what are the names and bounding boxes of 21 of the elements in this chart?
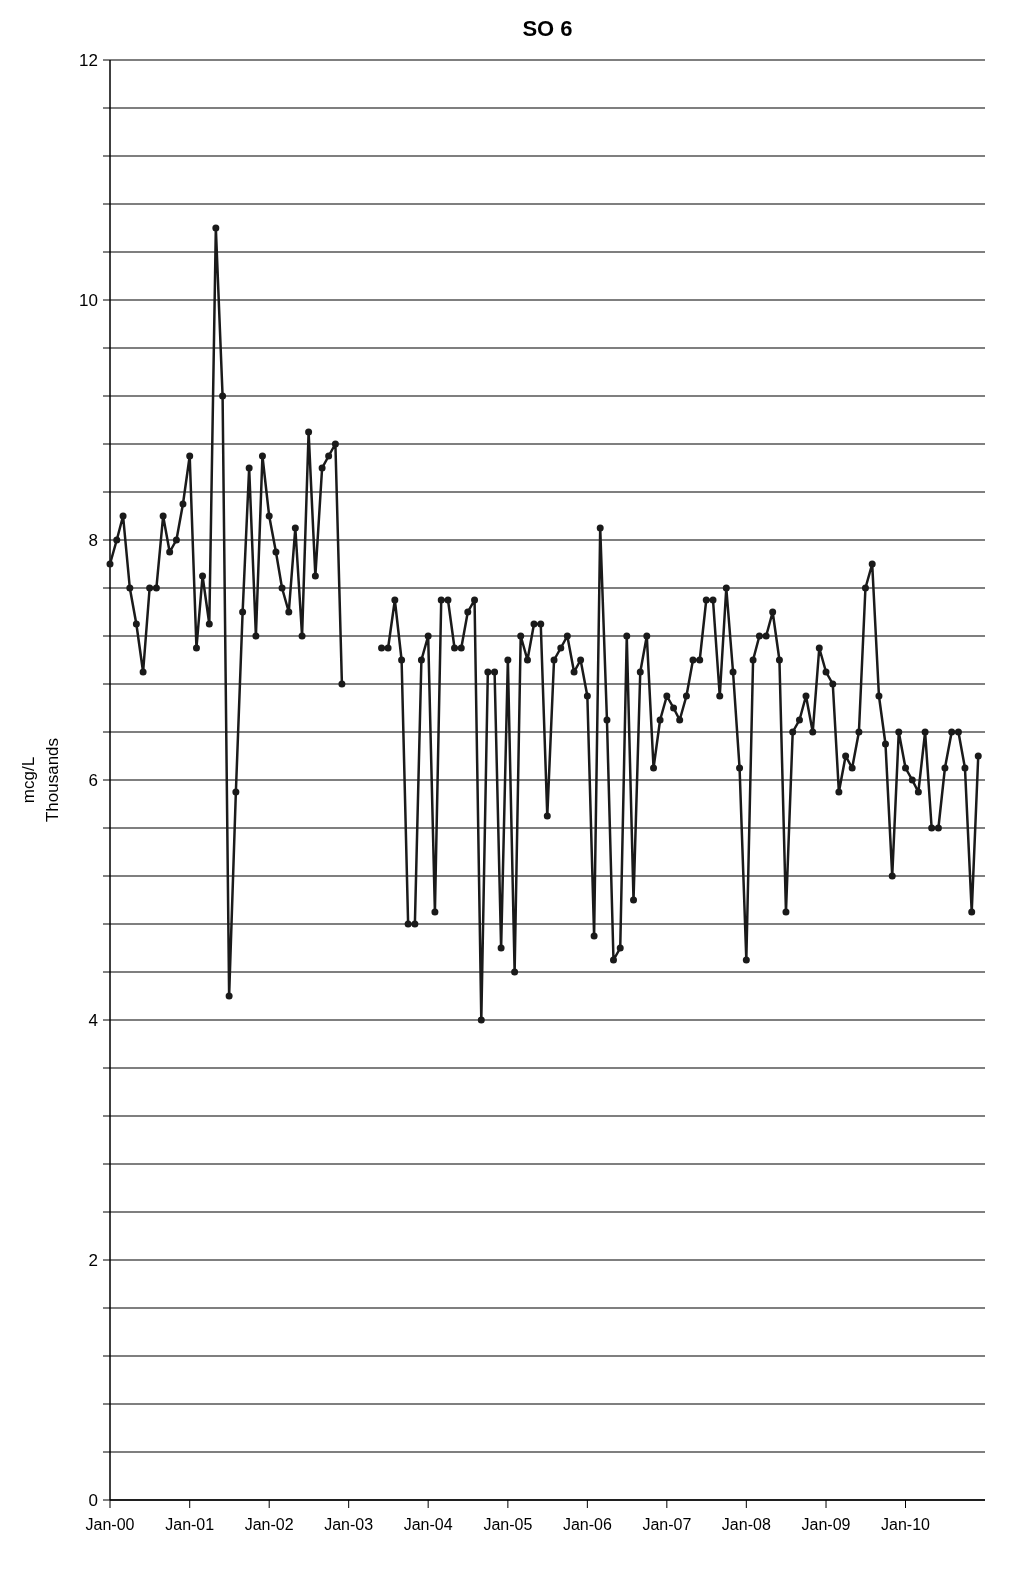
x-tick-label: Jan-00 [85, 1515, 135, 1533]
y-tick-label: 0 [88, 1490, 98, 1510]
y-axis-title: mcg/L [18, 756, 38, 804]
y-tick-label: 8 [88, 530, 98, 550]
chart-title: SO 6 [522, 16, 573, 41]
x-tick-label: Jan-10 [881, 1515, 931, 1533]
x-tick-label: Jan-06 [562, 1515, 612, 1533]
x-tick-label: Jan-03 [324, 1515, 374, 1533]
y-tick-label: 6 [88, 770, 98, 790]
x-tick-label: Jan-02 [244, 1515, 294, 1533]
y-tick-label: 12 [79, 50, 98, 70]
x-tick-label: Jan-07 [642, 1515, 692, 1533]
x-tick-label: Jan-09 [801, 1515, 851, 1533]
y-tick-label: 2 [88, 1250, 98, 1270]
text: Thousands [42, 737, 62, 823]
x-tick-label: Jan-08 [721, 1515, 771, 1533]
y-tick-label: 10 [79, 290, 98, 310]
x-tick-label: Jan-04 [403, 1515, 453, 1533]
x-tick-label: Jan-05 [483, 1515, 533, 1533]
x-tick-label: Jan-01 [165, 1515, 215, 1533]
y-tick-label: 4 [88, 1010, 98, 1030]
